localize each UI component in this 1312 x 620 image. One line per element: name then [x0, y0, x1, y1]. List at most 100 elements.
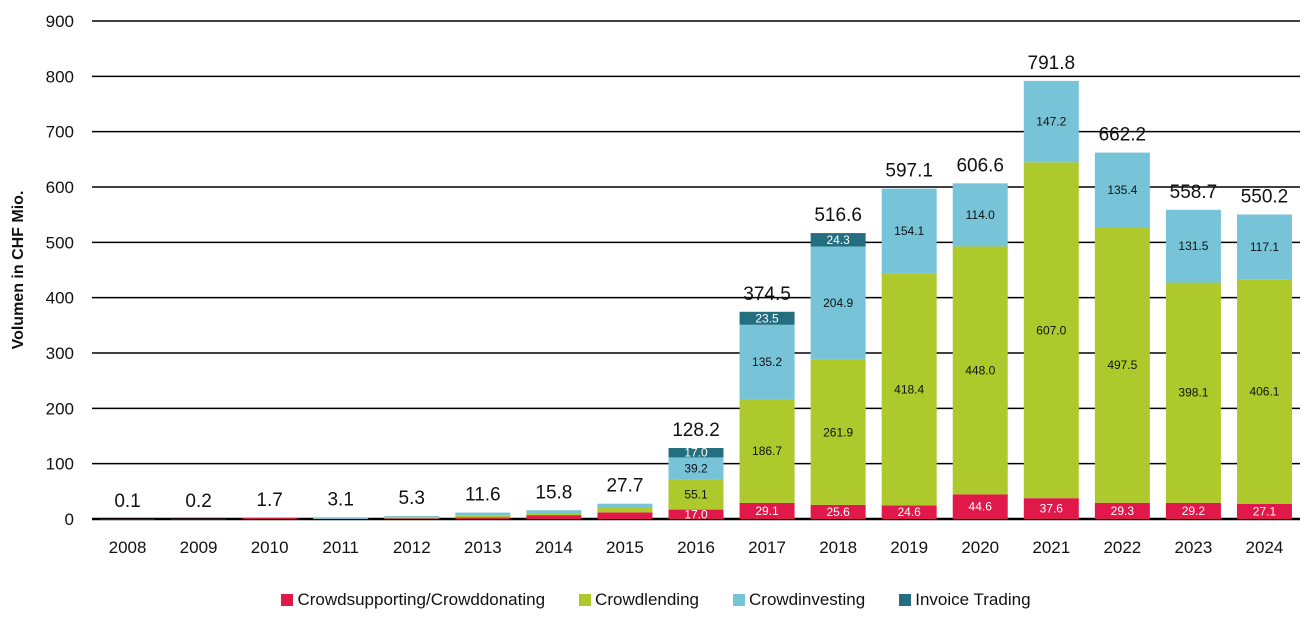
x-tick-label: 2018	[819, 538, 857, 557]
bar-segment	[455, 517, 511, 519]
x-tick-label: 2022	[1103, 538, 1141, 557]
bar-segment	[952, 183, 1008, 247]
data-label: 135.2	[752, 355, 782, 369]
data-label: 114.0	[966, 208, 995, 222]
bar-segment	[597, 503, 653, 508]
data-label: 117.1	[1250, 240, 1279, 254]
y-tick-label: 0	[65, 510, 74, 529]
legend-swatch	[281, 594, 294, 606]
data-label: 24.3	[826, 233, 850, 247]
data-label: 607.0	[1036, 323, 1066, 337]
bar-segment	[1236, 214, 1292, 280]
legend-item-invoice-trading: Invoice Trading	[899, 590, 1031, 610]
bar-segment	[1165, 282, 1221, 503]
y-tick-label: 200	[46, 399, 74, 418]
bar-segment	[881, 505, 937, 519]
total-label: 1.7	[256, 490, 282, 511]
total-label: 128.2	[672, 420, 720, 441]
bar-segment	[242, 518, 298, 519]
total-label: 662.2	[1099, 125, 1147, 146]
bar-segment	[952, 246, 1008, 495]
x-tick-label: 2015	[606, 538, 644, 557]
bar-segment	[881, 188, 937, 274]
bar-segment	[739, 311, 795, 325]
legend-label: Crowdlending	[595, 590, 699, 609]
bar-segment	[100, 518, 156, 520]
x-tick-label: 2020	[961, 538, 999, 557]
data-label: 204.9	[823, 296, 853, 310]
legend-label: Invoice Trading	[915, 590, 1031, 609]
x-tick-label: 2008	[109, 538, 147, 557]
total-label: 374.5	[743, 284, 791, 305]
data-label: 44.6	[969, 500, 993, 514]
bar-segment	[739, 502, 795, 519]
x-tick-label: 2024	[1246, 538, 1284, 557]
data-label: 24.6	[897, 505, 921, 519]
y-tick-label: 800	[46, 67, 74, 86]
total-label: 516.6	[814, 205, 862, 226]
bar-segment	[384, 518, 440, 519]
x-tick-label: 2021	[1032, 538, 1070, 557]
total-label: 791.8	[1028, 53, 1076, 74]
legend-swatch	[579, 594, 592, 606]
data-label: 448.0	[965, 363, 995, 377]
data-label: 29.3	[1111, 504, 1135, 518]
bar-segment	[952, 494, 1008, 519]
y-tick-label: 100	[46, 455, 74, 474]
data-label: 37.6	[1040, 502, 1064, 516]
chart-plot: 0 100 200 300 400 500 600 700 800 900 Volumen in C…	[10, 12, 1300, 557]
bar-segment	[597, 507, 653, 513]
bar-segment	[668, 448, 724, 458]
y-tick-label: 700	[46, 123, 74, 142]
data-label: 55.1	[684, 487, 708, 501]
data-label: 418.4	[894, 383, 924, 397]
bar-segment	[526, 510, 582, 514]
bar-segment	[526, 513, 582, 516]
bar-segment	[384, 517, 440, 519]
data-label: 39.2	[684, 461, 708, 475]
legend-swatch	[733, 594, 745, 606]
bar-segment	[668, 509, 724, 519]
total-label: 0.1	[114, 491, 140, 512]
bar-segment	[881, 273, 937, 506]
data-label: 25.6	[826, 505, 850, 519]
bar-segment	[313, 517, 369, 519]
total-label: 5.3	[399, 488, 425, 509]
legend-item-crowdinvesting: Crowdinvesting	[733, 590, 865, 610]
y-tick-label: 900	[46, 12, 74, 31]
total-label: 11.6	[465, 485, 501, 506]
bar-segment	[668, 457, 724, 480]
data-label: 398.1	[1178, 386, 1208, 400]
bar-segment	[1236, 279, 1292, 505]
bar-segment	[1094, 502, 1150, 519]
data-label: 135.4	[1107, 183, 1137, 197]
bar-segment	[739, 324, 795, 400]
bar-segment	[1165, 502, 1221, 519]
data-label: 17.0	[684, 446, 708, 460]
x-tick-label: 2010	[251, 538, 289, 557]
total-label: 606.6	[956, 155, 1004, 176]
total-label: 3.1	[327, 489, 353, 510]
bar-segment	[1023, 80, 1079, 163]
y-tick-label: 500	[46, 233, 74, 252]
data-label: 147.2	[1036, 115, 1066, 129]
x-tick-label: 2012	[393, 538, 431, 557]
data-label: 27.1	[1253, 505, 1277, 519]
legend-item-crowdsupporting: Crowdsupporting/Crowddonating	[281, 590, 545, 610]
bar-segment	[1094, 152, 1150, 228]
bar-segment	[668, 479, 724, 510]
y-tick-label: 300	[46, 344, 74, 363]
total-label: 0.2	[185, 491, 211, 512]
bar-segment	[1236, 504, 1292, 519]
x-tick-label: 2017	[748, 538, 786, 557]
bar-segment	[810, 504, 866, 519]
total-label: 550.2	[1241, 187, 1289, 208]
bar-segment	[171, 518, 227, 520]
data-label: 29.2	[1182, 504, 1206, 518]
total-label: 558.7	[1170, 182, 1218, 203]
data-label: 23.5	[755, 311, 779, 325]
data-label: 131.5	[1178, 239, 1208, 253]
bar-segment	[1023, 162, 1079, 499]
bar-segment	[384, 516, 440, 518]
x-tick-label: 2009	[180, 538, 218, 557]
